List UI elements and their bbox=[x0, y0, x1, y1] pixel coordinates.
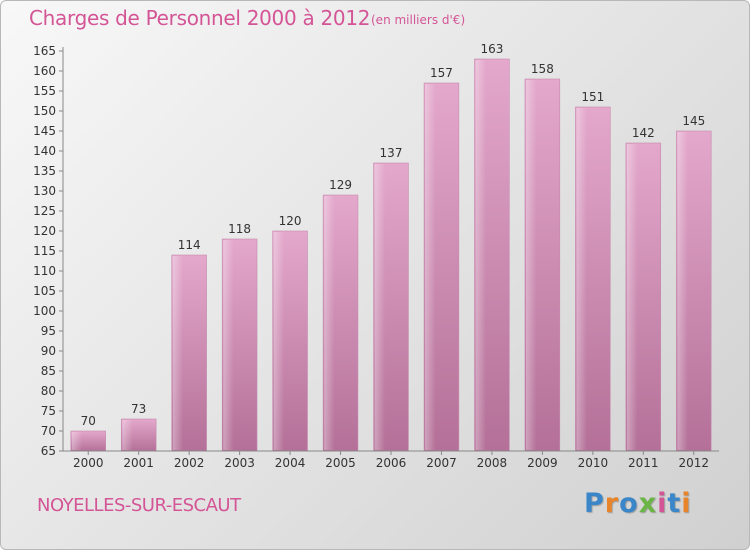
data-label: 114 bbox=[178, 238, 201, 252]
y-tick-label: 115 bbox=[33, 244, 56, 258]
x-tick-label: 2011 bbox=[628, 456, 659, 470]
proxiti-logo[interactable]: Proxiti bbox=[584, 488, 692, 519]
bar-highlight bbox=[71, 432, 83, 450]
y-tick-label: 125 bbox=[33, 204, 56, 218]
bar-highlight bbox=[122, 420, 133, 450]
bar-highlight bbox=[626, 144, 638, 450]
x-tick-label: 2000 bbox=[73, 456, 104, 470]
y-tick-label: 105 bbox=[33, 284, 56, 298]
bar-highlight bbox=[475, 60, 486, 450]
y-tick-label: 145 bbox=[33, 124, 56, 138]
y-tick-label: 95 bbox=[41, 324, 56, 338]
bars-group: 70 73 114 118 120 129 137 157 163 158 151 142 145 bbox=[70, 42, 712, 452]
x-tick-label: 2005 bbox=[325, 456, 356, 470]
data-label: 120 bbox=[279, 214, 302, 228]
y-tick-label: 100 bbox=[33, 304, 56, 318]
y-tick-label: 140 bbox=[33, 144, 56, 158]
data-label: 129 bbox=[329, 178, 352, 192]
data-label: 158 bbox=[531, 62, 554, 76]
x-tick-label: 2003 bbox=[224, 456, 255, 470]
y-tick-label: 160 bbox=[33, 64, 56, 78]
bar-highlight bbox=[172, 256, 184, 450]
city-name: NOYELLES-SUR-ESCAUT bbox=[37, 495, 241, 516]
y-tick-label: 150 bbox=[33, 104, 56, 118]
bar-highlight bbox=[677, 132, 688, 450]
data-label: 151 bbox=[581, 90, 604, 104]
x-tick-label: 2006 bbox=[376, 456, 407, 470]
y-tick-label: 120 bbox=[33, 224, 56, 238]
y-tick-label: 165 bbox=[33, 44, 56, 58]
x-tick-label: 2009 bbox=[527, 456, 558, 470]
y-tick-label: 70 bbox=[41, 424, 56, 438]
x-tick-label: 2012 bbox=[678, 456, 709, 470]
logo-letter: r bbox=[604, 488, 620, 519]
y-axis: 65 70 75 80 85 90 95 100 105 110 115 120 125 130 135 14… bbox=[33, 44, 64, 458]
y-tick-label: 90 bbox=[41, 344, 56, 358]
logo-letter: t bbox=[667, 488, 682, 519]
x-tick-label: 2001 bbox=[123, 456, 154, 470]
y-tick-label: 75 bbox=[41, 404, 56, 418]
logo-letter: x bbox=[638, 488, 658, 519]
data-label: 73 bbox=[131, 402, 146, 416]
y-tick-label: 85 bbox=[41, 364, 56, 378]
y-tick-label: 80 bbox=[41, 384, 56, 398]
data-label: 163 bbox=[480, 42, 503, 56]
y-tick-label: 65 bbox=[41, 444, 56, 458]
y-tick-label: 130 bbox=[33, 184, 56, 198]
logo-letter: o bbox=[619, 488, 639, 519]
bar-highlight bbox=[525, 80, 537, 450]
chart-title: Charges de Personnel 2000 à 2012 bbox=[29, 6, 371, 30]
bar-highlight bbox=[324, 196, 335, 450]
data-label: 157 bbox=[430, 66, 453, 80]
bar-highlight bbox=[273, 232, 285, 450]
bar-highlight bbox=[576, 108, 587, 450]
y-tick-label: 135 bbox=[33, 164, 56, 178]
data-label: 137 bbox=[380, 146, 403, 160]
x-tick-label: 2002 bbox=[174, 456, 205, 470]
logo-letter: i bbox=[681, 488, 692, 519]
bar-highlight bbox=[374, 164, 386, 450]
logo-letter: P bbox=[584, 488, 605, 519]
x-tick-label: 2007 bbox=[426, 456, 457, 470]
logo-letter: i bbox=[657, 488, 668, 519]
x-axis: 2000 2001 2002 2003 2004 2005 2006 2007 2008 2009… bbox=[63, 450, 719, 470]
x-tick-label: 2008 bbox=[477, 456, 508, 470]
x-tick-label: 2010 bbox=[578, 456, 609, 470]
data-label: 70 bbox=[81, 414, 96, 428]
bar-highlight bbox=[425, 84, 436, 450]
chart-subtitle: (en milliers d'€) bbox=[371, 13, 466, 27]
y-tick-label: 155 bbox=[33, 84, 56, 98]
data-label: 145 bbox=[682, 114, 705, 128]
y-tick-label: 110 bbox=[33, 264, 56, 278]
data-label: 142 bbox=[632, 126, 655, 140]
data-label: 118 bbox=[228, 222, 251, 236]
bar-highlight bbox=[223, 240, 234, 450]
x-tick-label: 2004 bbox=[275, 456, 306, 470]
